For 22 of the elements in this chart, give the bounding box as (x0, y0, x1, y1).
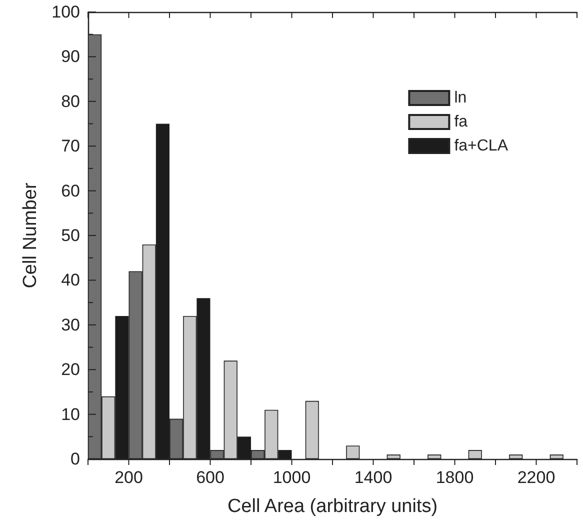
x-tick-label: 1000 (272, 468, 311, 487)
y-tick-label: 50 (61, 226, 80, 245)
x-axis-title: Cell Area (arbitrary units) (227, 496, 438, 517)
y-tick-label: 100 (52, 2, 80, 22)
legend-label: fa+CLA (454, 138, 508, 154)
y-tick-label: 90 (61, 47, 80, 66)
y-tick-label: 20 (61, 360, 80, 380)
y-tick-label: 60 (61, 181, 80, 200)
x-tick-label: 1800 (436, 468, 474, 487)
legend-label: ln (454, 90, 467, 106)
y-tick-label: 70 (61, 136, 80, 156)
y-axis-title: Cell Number (20, 182, 41, 288)
x-tick-label: 200 (114, 468, 143, 487)
legend-label: fa (454, 114, 468, 130)
x-tick-label: 2200 (517, 468, 556, 487)
y-tick-label: 0 (70, 450, 80, 468)
x-tick-label: 1400 (354, 468, 392, 487)
y-tick-label: 80 (61, 92, 80, 111)
y-tick-label: 30 (61, 315, 80, 334)
x-tick-label: 600 (196, 468, 224, 487)
y-tick-label: 10 (61, 404, 80, 424)
y-tick-label: 40 (61, 270, 80, 290)
